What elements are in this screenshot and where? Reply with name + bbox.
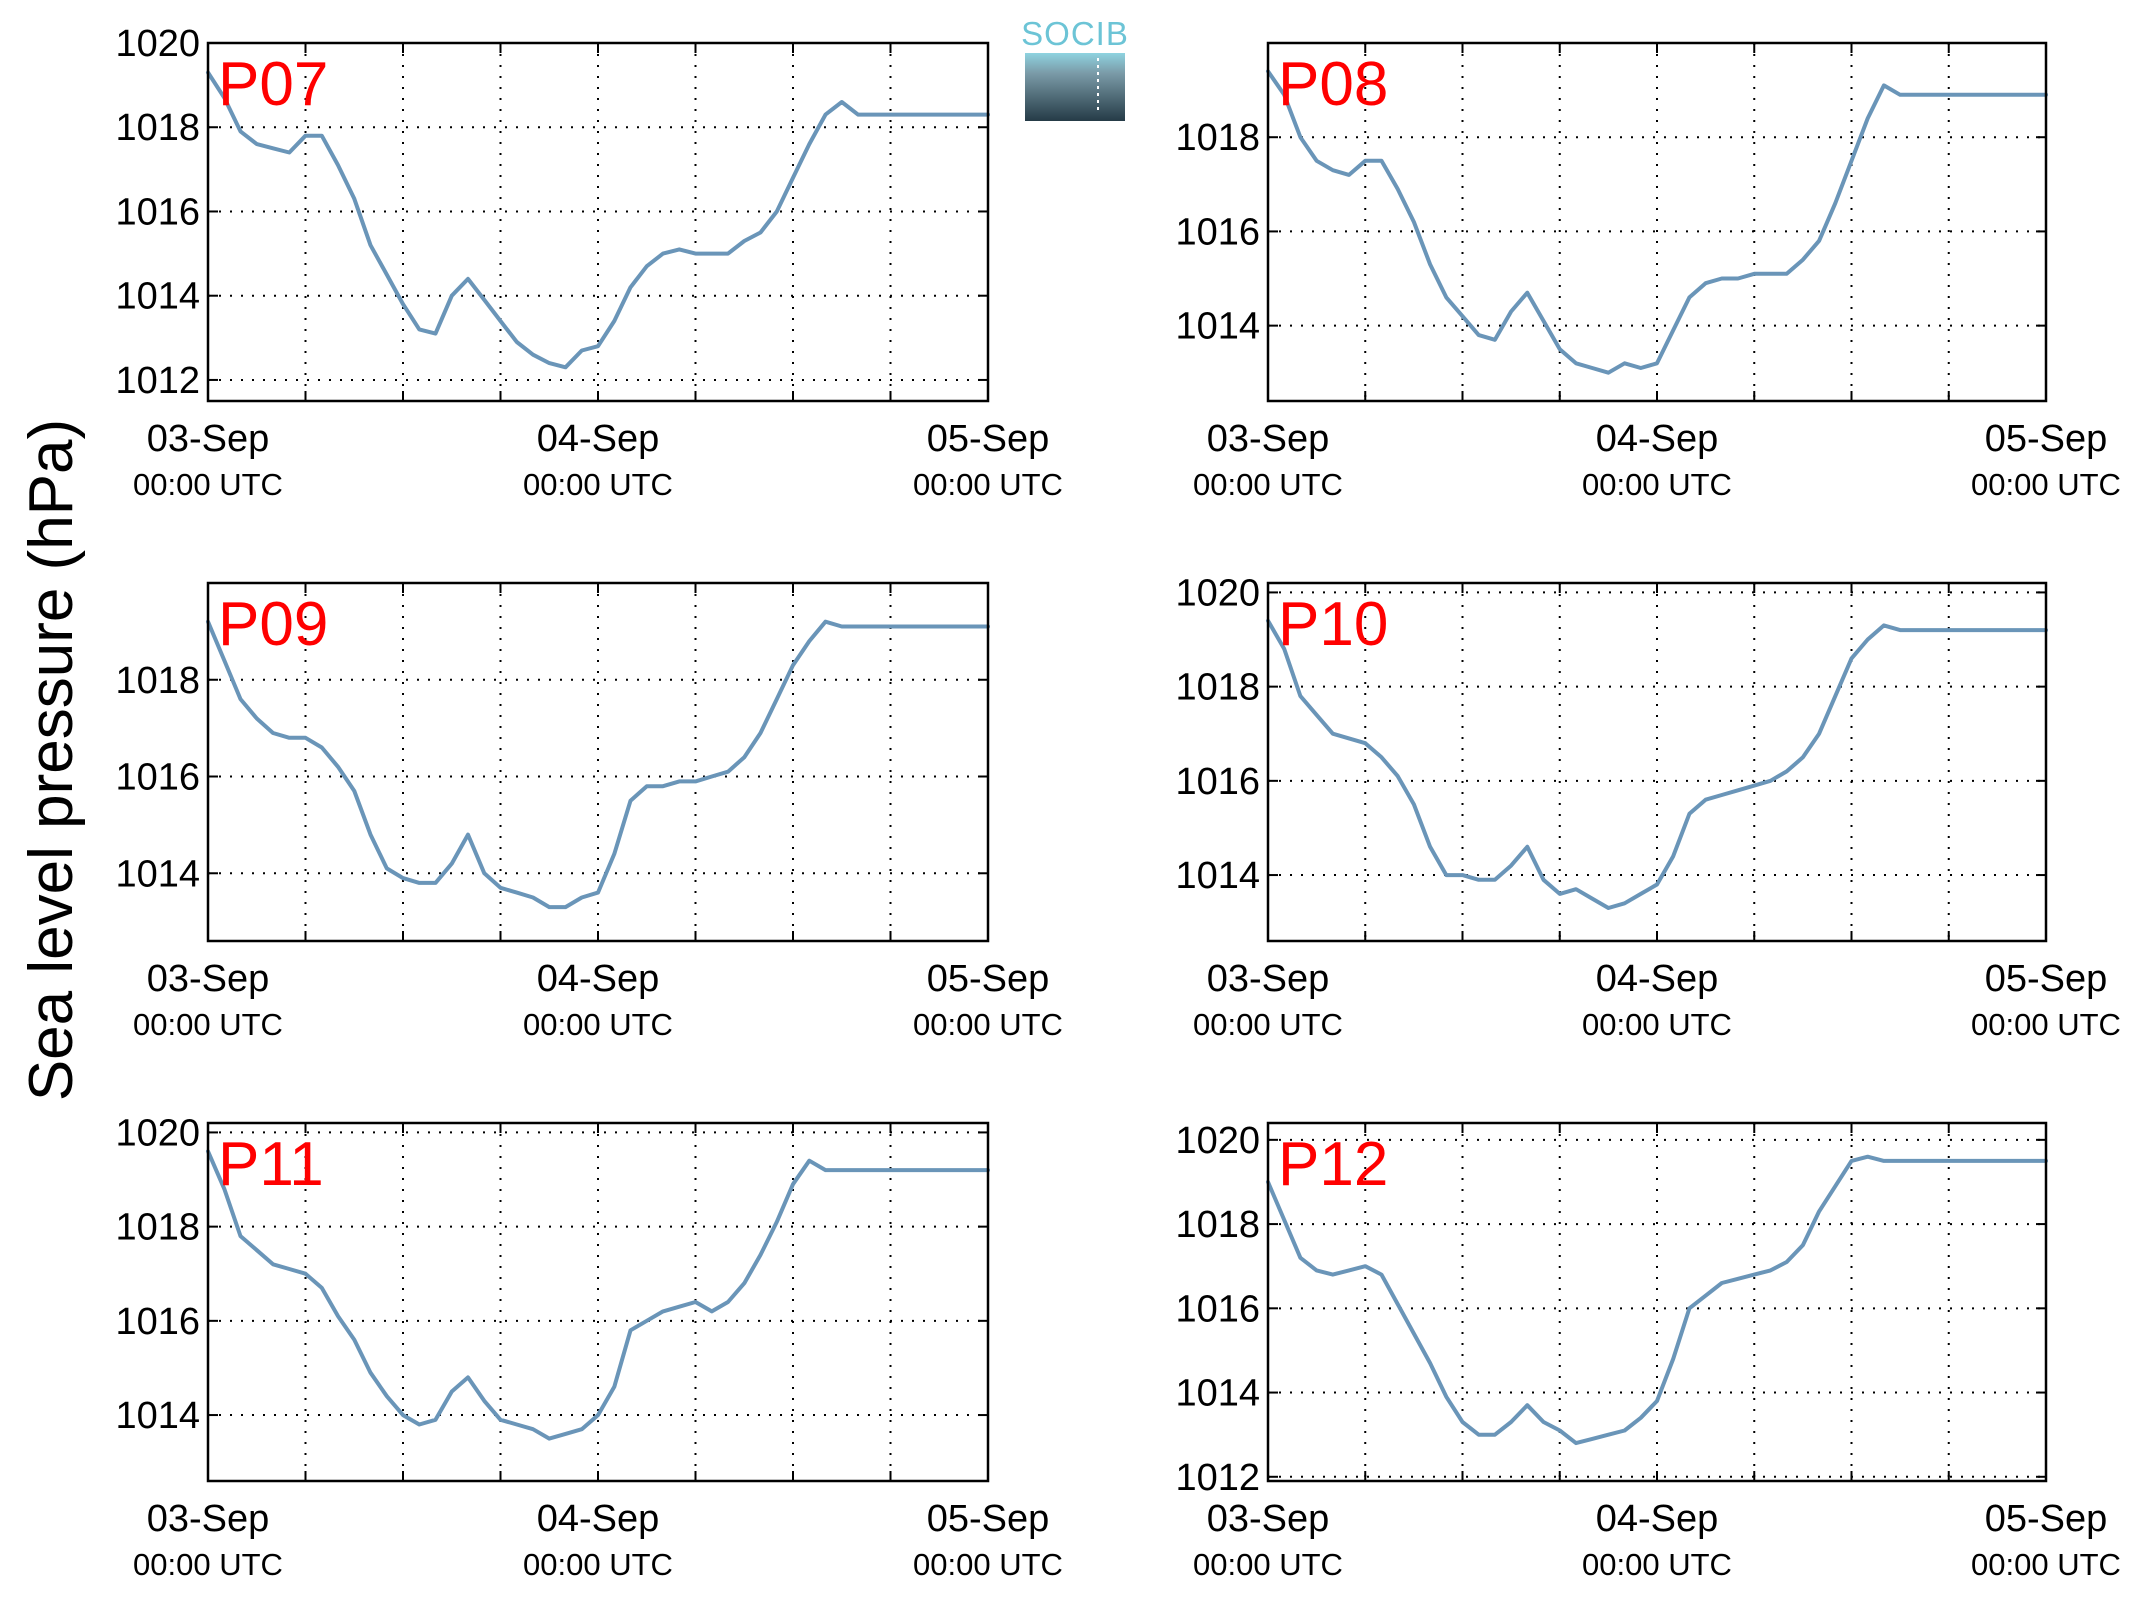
x-tick-label-date: 04-Sep	[537, 958, 660, 1000]
data-line	[1266, 69, 2048, 375]
y-tick-label: 1014	[1175, 306, 1260, 348]
data-line	[206, 70, 990, 370]
y-tick-label: 1018	[115, 1207, 200, 1249]
y-tick-label: 1016	[115, 1301, 200, 1343]
panel-label: P10	[1278, 590, 1388, 659]
x-tick-label-time: 00:00 UTC	[1582, 467, 1732, 502]
axes-box	[1266, 41, 2048, 403]
x-tick-label-time: 00:00 UTC	[913, 1007, 1063, 1042]
chart-panel: 1012 1014 1016 1018 1020 03-Sep 00:00 UTC 04-Se…	[115, 23, 1063, 502]
x-tick-label-time: 00:00 UTC	[1971, 467, 2121, 502]
data-line	[206, 1149, 990, 1441]
data-line	[1266, 618, 2048, 910]
chart-panel: 1014 1016 1018 03-Sep 00:00 UTC 04-Sep 00:00 U…	[1175, 41, 2121, 502]
chart-panels: 1012 1014 1016 1018 1020 03-Sep 00:00 UTC 04-Se…	[115, 23, 2121, 1582]
x-tick-label-date: 03-Sep	[147, 958, 270, 1000]
x-tick-label-date: 03-Sep	[147, 1498, 270, 1540]
x-tick-label-date: 04-Sep	[1596, 1498, 1719, 1540]
x-tick-label-date: 04-Sep	[1596, 418, 1719, 460]
y-tick-label: 1016	[115, 191, 200, 233]
x-tick-label-date: 03-Sep	[147, 418, 270, 460]
chart-panel: 1014 1016 1018 1020 03-Sep 00:00 UTC 04-Sep 00:…	[1175, 572, 2121, 1042]
y-tick-label: 1016	[1175, 761, 1260, 803]
panel-label: P11	[218, 1130, 324, 1199]
y-tick-label: 1018	[115, 107, 200, 149]
y-tick-label: 1020	[115, 1112, 200, 1154]
x-tick-label-date: 03-Sep	[1207, 1498, 1330, 1540]
panel-label: P12	[1278, 1130, 1388, 1199]
y-tick-label: 1014	[115, 853, 200, 895]
x-tick-label-date: 04-Sep	[537, 418, 660, 460]
x-tick-label-time: 00:00 UTC	[1971, 1007, 2121, 1042]
axes-box	[1266, 581, 2048, 943]
x-tick-label-time: 00:00 UTC	[523, 1007, 673, 1042]
y-tick-label: 1018	[115, 660, 200, 702]
chart-panel: 1012 1014 1016 1018 1020 03-Sep 00:00 UTC 04-Se…	[1175, 1120, 2121, 1582]
y-tick-label: 1016	[1175, 211, 1260, 253]
x-tick-label-time: 00:00 UTC	[1971, 1547, 2121, 1582]
x-tick-label-date: 03-Sep	[1207, 418, 1330, 460]
panel-label: P08	[1278, 50, 1388, 119]
x-tick-label-date: 05-Sep	[927, 958, 1050, 1000]
x-tick-label-date: 03-Sep	[1207, 958, 1330, 1000]
y-tick-label: 1018	[1175, 117, 1260, 159]
data-line	[1266, 1154, 2048, 1446]
y-tick-label: 1018	[1175, 667, 1260, 709]
y-tick-label: 1012	[1175, 1457, 1260, 1499]
x-tick-label-date: 04-Sep	[537, 1498, 660, 1540]
chart-panel: 1014 1016 1018 03-Sep 00:00 UTC 04-Sep 00:00 U…	[115, 581, 1063, 1042]
x-tick-label-time: 00:00 UTC	[523, 1547, 673, 1582]
y-tick-label: 1014	[115, 276, 200, 318]
x-tick-label-time: 00:00 UTC	[1582, 1007, 1732, 1042]
y-tick-label: 1016	[1175, 1288, 1260, 1330]
panel-label: P07	[218, 50, 328, 119]
x-tick-label-time: 00:00 UTC	[913, 467, 1063, 502]
y-axis-title: Sea level pressure (hPa)	[17, 419, 86, 1101]
x-tick-label-time: 00:00 UTC	[1193, 1547, 1343, 1582]
y-tick-label: 1016	[115, 757, 200, 799]
data-line	[206, 619, 990, 910]
logo-text: SOCIB	[1021, 15, 1129, 52]
chart-panel: 1014 1016 1018 1020 03-Sep 00:00 UTC 04-Sep 00:…	[115, 1112, 1063, 1582]
y-tick-label: 1012	[115, 360, 200, 402]
x-tick-label-time: 00:00 UTC	[133, 1547, 283, 1582]
y-tick-label: 1018	[1175, 1204, 1260, 1246]
y-tick-label: 1014	[115, 1395, 200, 1437]
y-tick-label: 1014	[1175, 855, 1260, 897]
axes-box	[206, 1121, 990, 1483]
x-tick-label-time: 00:00 UTC	[1193, 1007, 1343, 1042]
x-tick-label-date: 05-Sep	[927, 1498, 1050, 1540]
x-tick-label-time: 00:00 UTC	[523, 467, 673, 502]
x-tick-label-time: 00:00 UTC	[913, 1547, 1063, 1582]
logo-box	[1025, 53, 1125, 121]
x-tick-label-date: 05-Sep	[1985, 418, 2108, 460]
axes-box	[206, 41, 990, 403]
x-tick-label-time: 00:00 UTC	[1582, 1547, 1732, 1582]
y-tick-label: 1020	[1175, 572, 1260, 614]
x-tick-label-time: 00:00 UTC	[133, 467, 283, 502]
x-tick-label-time: 00:00 UTC	[1193, 467, 1343, 502]
y-tick-label: 1014	[1175, 1373, 1260, 1415]
axes-box	[1266, 1121, 2048, 1483]
x-tick-label-date: 05-Sep	[927, 418, 1050, 460]
socib-logo: SOCIB	[1021, 15, 1129, 121]
axes-box	[206, 581, 990, 943]
panel-label: P09	[218, 590, 328, 659]
x-tick-label-date: 04-Sep	[1596, 958, 1719, 1000]
y-tick-label: 1020	[115, 23, 200, 65]
x-tick-label-date: 05-Sep	[1985, 958, 2108, 1000]
y-tick-label: 1020	[1175, 1120, 1260, 1162]
x-tick-label-time: 00:00 UTC	[133, 1007, 283, 1042]
x-tick-label-date: 05-Sep	[1985, 1498, 2108, 1540]
